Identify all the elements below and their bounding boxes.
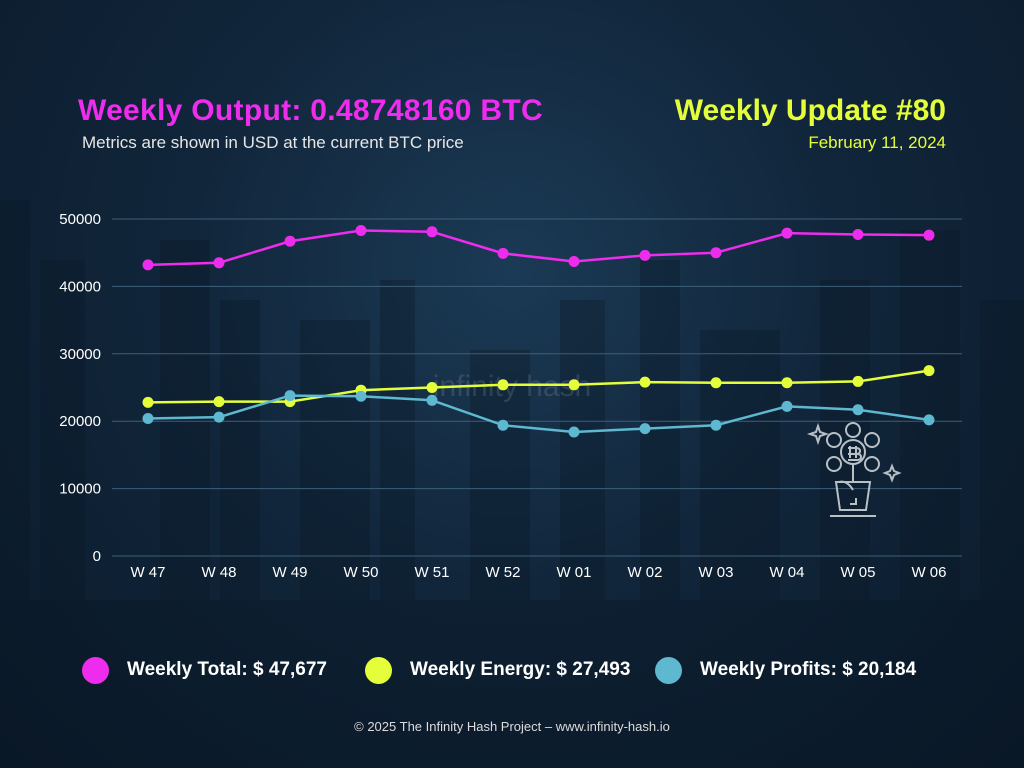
bitcoin-plant-icon — [806, 422, 902, 517]
update-date: February 11, 2024 — [808, 133, 946, 152]
data-point-total — [852, 229, 864, 241]
data-point-profits — [568, 426, 580, 438]
data-point-profits — [142, 413, 154, 425]
data-point-energy — [213, 396, 225, 408]
data-point-energy — [710, 377, 722, 389]
line-chart: infinity hash 01000020000300004000050000… — [59, 211, 962, 581]
data-point-profits — [710, 419, 722, 431]
legend-item-profits: Weekly Profits: $ 20,184 — [655, 652, 916, 688]
data-point-total — [568, 255, 580, 267]
series-line-energy — [147, 369, 930, 404]
x-tick-label: W 47 — [130, 564, 165, 581]
x-tick-label: W 03 — [698, 564, 733, 581]
x-axis-ticks: W 47 W 48 W 49 W 50 W 51 W 52 W 01 W 02 W 03 W 04… — [130, 564, 946, 581]
y-tick-label: 40000 — [59, 278, 101, 295]
data-point-profits — [923, 414, 935, 426]
data-point-energy — [142, 396, 154, 408]
data-point-energy — [852, 375, 864, 387]
x-tick-label: W 05 — [840, 564, 875, 581]
x-tick-label: W 48 — [201, 564, 236, 581]
data-point-total — [781, 227, 793, 239]
data-point-total — [355, 224, 367, 236]
legend-label-total: Weekly Total: $ 47,677 — [127, 659, 327, 680]
x-tick-label: W 49 — [272, 564, 307, 581]
data-point-total — [213, 257, 225, 269]
data-point-profits — [639, 423, 651, 435]
x-tick-label: W 51 — [414, 564, 449, 581]
data-point-energy — [426, 382, 438, 393]
legend-swatch-total — [82, 656, 109, 684]
x-tick-label: W 06 — [911, 564, 946, 581]
data-point-profits — [284, 390, 296, 402]
y-axis-ticks: 0 10000 20000 30000 40000 50000 — [59, 211, 101, 565]
data-point-profits — [355, 390, 367, 402]
y-tick-label: 30000 — [59, 346, 101, 363]
grid-lines — [112, 218, 962, 557]
data-point-total — [426, 226, 438, 238]
data-point-profits — [852, 404, 864, 416]
series-profits — [142, 390, 935, 438]
data-point-profits — [213, 411, 225, 423]
data-point-energy — [923, 365, 935, 377]
data-point-total — [710, 247, 722, 259]
data-point-total — [284, 235, 296, 247]
data-point-energy — [639, 376, 651, 388]
data-point-profits — [497, 419, 509, 431]
legend-item-energy: Weekly Energy: $ 27,493 — [365, 652, 630, 688]
x-tick-label: W 50 — [343, 564, 378, 581]
series-line-profits — [147, 394, 930, 434]
x-tick-label: W 02 — [627, 564, 662, 581]
data-point-total — [142, 259, 154, 271]
x-tick-label: W 01 — [556, 564, 591, 581]
metrics-subtitle: Metrics are shown in USD at the current … — [82, 133, 464, 152]
data-point-energy — [497, 379, 509, 391]
series-total — [142, 224, 935, 271]
weekly-output-title: Weekly Output: 0.48748160 BTC — [78, 94, 543, 127]
y-tick-label: 10000 — [59, 481, 101, 498]
y-tick-label: 50000 — [59, 211, 101, 228]
y-tick-label: 20000 — [59, 413, 101, 430]
x-tick-label: W 04 — [769, 564, 804, 581]
y-tick-label: 0 — [93, 548, 101, 565]
series-layer — [142, 224, 935, 438]
footer-copyright: © 2025 The Infinity Hash Project – www.i… — [354, 719, 670, 734]
data-point-total — [639, 249, 651, 261]
legend-swatch-profits — [655, 656, 682, 684]
data-point-profits — [426, 394, 438, 406]
x-tick-label: W 52 — [485, 564, 520, 581]
legend-label-profits: Weekly Profits: $ 20,184 — [700, 659, 917, 680]
data-point-profits — [781, 400, 793, 412]
legend-swatch-energy — [365, 656, 392, 684]
legend-item-total: Weekly Total: $ 47,677 — [82, 652, 327, 688]
series-line-total — [147, 229, 930, 267]
data-point-total — [497, 247, 509, 259]
legend: Weekly Total: $ 47,677 Weekly Energy: $ … — [82, 652, 962, 688]
data-point-total — [923, 229, 935, 241]
data-point-energy — [781, 377, 793, 389]
data-point-energy — [568, 379, 580, 391]
legend-label-energy: Weekly Energy: $ 27,493 — [410, 659, 631, 680]
weekly-update-title: Weekly Update #80 — [674, 94, 946, 127]
